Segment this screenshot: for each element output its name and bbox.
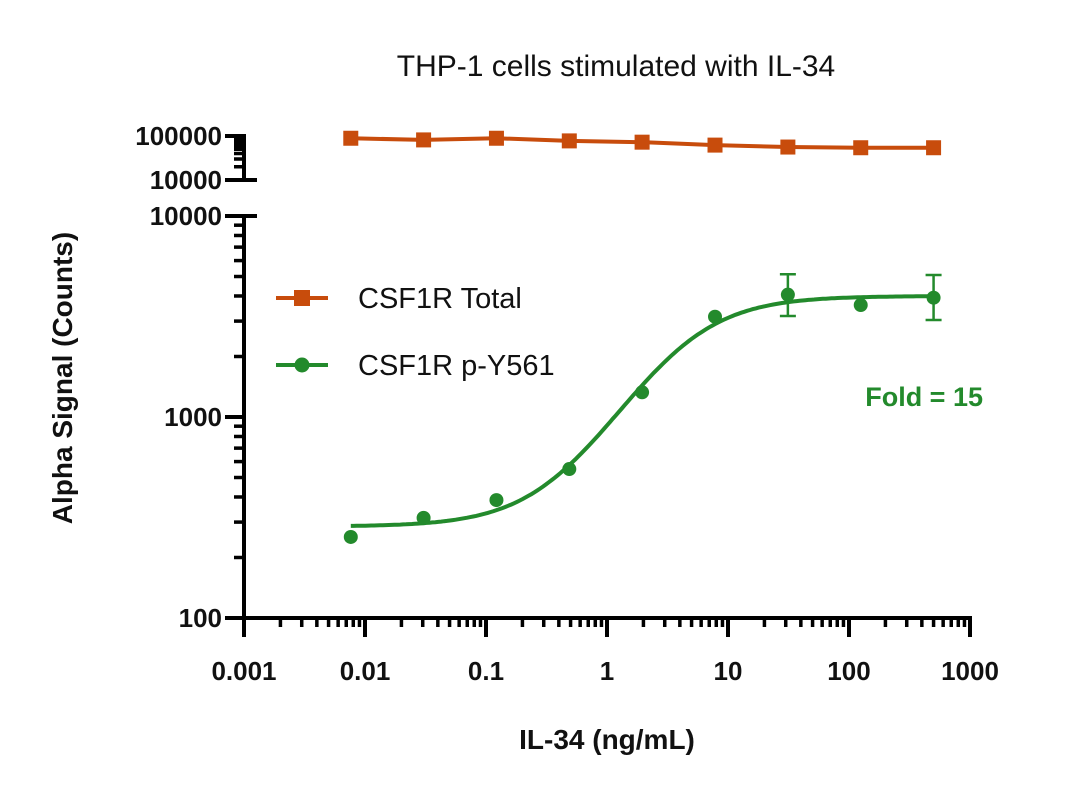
legend-marker-square: [294, 290, 310, 306]
y-tick-label: 1000: [164, 402, 222, 432]
series-csf1r-p-y561: [343, 273, 942, 544]
data-point: [707, 137, 723, 153]
data-point: [343, 130, 359, 146]
series-layer: [343, 130, 942, 544]
x-tick-label: 10: [714, 656, 743, 686]
data-point: [926, 140, 942, 156]
data-point: [634, 134, 650, 150]
data-point: [708, 309, 723, 324]
data-point: [561, 133, 577, 149]
legend-marker-circle: [294, 357, 310, 373]
data-point: [780, 139, 796, 155]
legend: CSF1R Total CSF1R p-Y561: [276, 283, 555, 382]
x-tick-label: 0.01: [340, 656, 391, 686]
y-tick-label: 100: [179, 603, 222, 633]
legend-entry-csf1r-total: CSF1R Total: [276, 283, 522, 315]
y-axis-ticks: 100000 10000 10000 1000 100: [135, 121, 257, 633]
data-point: [853, 140, 869, 156]
data-point: [853, 298, 868, 313]
legend-entry-csf1r-py561: CSF1R p-Y561: [276, 350, 555, 382]
series-csf1r-total: [343, 130, 942, 156]
data-point: [343, 529, 358, 544]
x-axis-ticks: 0.001 0.01 0.1 1 10 100 1000: [211, 618, 999, 686]
y-tick-label: 100000: [135, 121, 222, 151]
x-tick-label: 100: [827, 656, 870, 686]
data-point: [780, 287, 795, 302]
legend-label-csf1r-py561: CSF1R p-Y561: [358, 350, 555, 382]
data-point: [635, 385, 650, 400]
data-point: [489, 493, 504, 508]
data-point: [416, 132, 432, 148]
fold-annotation: Fold = 15: [865, 382, 983, 412]
axes: [242, 134, 972, 620]
x-tick-label: 0.1: [468, 656, 504, 686]
data-point: [488, 130, 504, 146]
data-point: [562, 462, 577, 477]
data-point: [926, 290, 941, 305]
legend-label-csf1r-total: CSF1R Total: [358, 283, 522, 315]
x-tick-label: 1000: [941, 656, 999, 686]
x-tick-label: 0.001: [211, 656, 276, 686]
y-tick-label: 10000: [150, 165, 222, 195]
x-axis-label: IL-34 (ng/mL): [519, 724, 695, 755]
x-tick-label: 1: [600, 656, 614, 686]
y-tick-label: 10000: [150, 201, 222, 231]
data-point: [416, 510, 431, 525]
y-axis-label: Alpha Signal (Counts): [47, 232, 78, 524]
chart-title: THP-1 cells stimulated with IL-34: [397, 50, 836, 83]
fit-curve: [350, 294, 934, 528]
